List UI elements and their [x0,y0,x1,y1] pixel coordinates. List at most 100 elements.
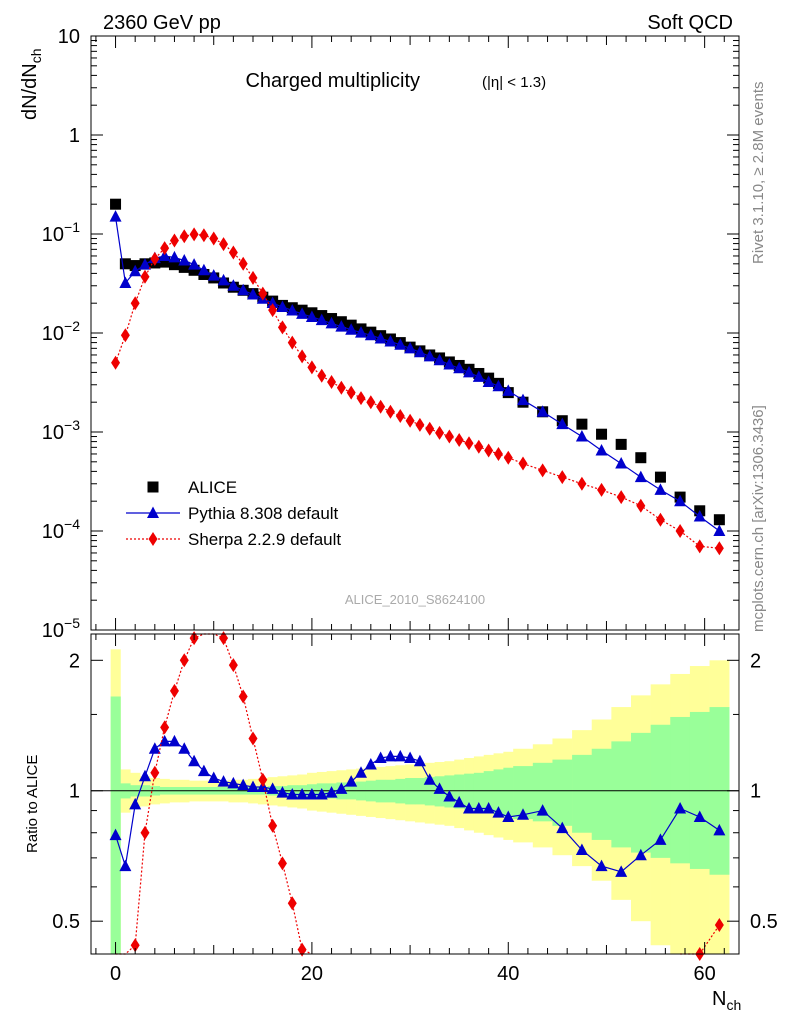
pythia-point [443,358,456,370]
ratio-band-stat [464,773,475,810]
sherpa-point [435,425,445,440]
sherpa-point [277,320,287,335]
pythia-ratio-point [188,754,201,767]
main-title: Charged multiplicity [245,70,420,92]
ratio-band-stat [650,724,671,858]
ratio-band-stat [473,772,485,811]
ratio-x-axis-label: Nch [712,988,741,1013]
ratio-band-stat [483,771,494,813]
alice-point [635,452,647,464]
sherpa-ratio-point [219,631,229,646]
pythia-point [502,384,515,396]
sherpa-ratio-point [140,825,150,840]
pythia-ratio-point [207,771,220,784]
alice-point [110,198,122,210]
main-y-tick-label: 10−2 [42,318,80,345]
legend-alice-label: ALICE [188,478,237,497]
ratio-band-stat [493,769,504,815]
pythia-ratio-point [158,734,171,747]
ratio-y-tick-label-left: 1 [69,781,80,803]
legend-sherpa-marker [148,532,158,546]
pythia-ratio-point [197,764,210,777]
process-label: Soft QCD [647,12,733,34]
pythia-point [109,210,122,222]
alice-point [188,264,200,276]
pythia-ratio-point [713,823,726,836]
main-y-axis-label: dN/dNch [19,49,44,121]
alice-point [713,514,725,526]
pythia-point [139,258,151,270]
pythia-ratio-point [433,782,446,794]
pythia-ratio-point [325,786,338,798]
sherpa-ratio-point [179,653,189,668]
ratio-band-stat [670,716,691,864]
pythia-ratio-point [404,751,417,764]
ratio-x-ticks: 0 20 40 60 [95,634,725,985]
sherpa-point [493,446,503,461]
main-y-tick-label: 10−3 [42,417,80,444]
sherpa-point [160,241,170,256]
sherpa-point [503,450,513,465]
ratio-y-tick-label-right: 1 [750,781,761,803]
pythia-ratio-point [595,859,608,872]
pythia-ratio-point [286,788,299,800]
pythia-point [276,300,289,313]
legend: ALICE Pythia 8.308 default Sherpa 2.2.9 de… [126,478,341,549]
sherpa-point [209,231,219,246]
ratio-band-stat [591,748,612,840]
sherpa-point [538,463,548,478]
sherpa-ratio-point [160,720,170,735]
pythia-point [315,313,328,326]
sherpa-point [395,409,405,424]
ratio-x-axis-label-main: N [712,988,726,1010]
pythia-ratio-point [556,821,569,834]
pythia-point [227,279,240,291]
legend-pythia-label: Pythia 8.308 default [188,504,339,523]
pythia-ratio-point [674,801,687,814]
main-y-tick-label-base: 10 [42,422,64,444]
sherpa-point [597,482,607,497]
ratio-series-layer [109,631,726,961]
ratio-y-tick-label-right: 2 [750,650,761,672]
energy-label: 2360 GeV pp [103,12,221,34]
pythia-point [325,316,338,329]
sherpa-ratio-point [297,942,307,957]
pythia-point [237,283,250,296]
main-y-tick-label: 10−1 [42,219,80,246]
sherpa-point [238,256,248,271]
sherpa-point [376,399,386,414]
pythia-point [615,457,628,469]
pythia-ratio-point [472,801,485,814]
alice-point [119,258,131,270]
pythia-point [296,307,309,319]
pythia-point [364,328,377,341]
ratio-y-tick-label-left: 2 [69,650,80,672]
pythia-ratio-point [394,749,407,762]
ratio-band-stat [611,741,632,848]
pythia-ratio-point [615,865,628,877]
pythia-point [463,365,475,378]
legend-alice-marker [147,481,159,493]
main-series-layer [109,198,726,556]
ratio-x-axis-label-sub: ch [726,997,741,1013]
sherpa-point [405,413,415,428]
ratio-band-stat [532,762,553,822]
pythia-ratio-point [129,797,142,810]
pythia-point [595,444,608,456]
analysis-id-label: ALICE_2010_S8624100 [345,592,485,607]
pythia-ratio-point [453,795,466,808]
pythia-ratio-point [634,848,647,861]
sherpa-line [114,233,720,549]
rivet-label: Rivet 3.1.10, ≥ 2.8M events [750,82,767,265]
sherpa-point [695,539,705,554]
pythia-point [517,393,529,406]
pythia-ratio-point [443,789,456,802]
pythia-point [536,405,549,417]
main-y-tick-label-exp: −4 [64,516,80,532]
pythia-point [335,320,348,332]
ratio-band-stat [424,777,435,806]
pythia-line [114,216,720,532]
pythia-point [492,379,505,392]
